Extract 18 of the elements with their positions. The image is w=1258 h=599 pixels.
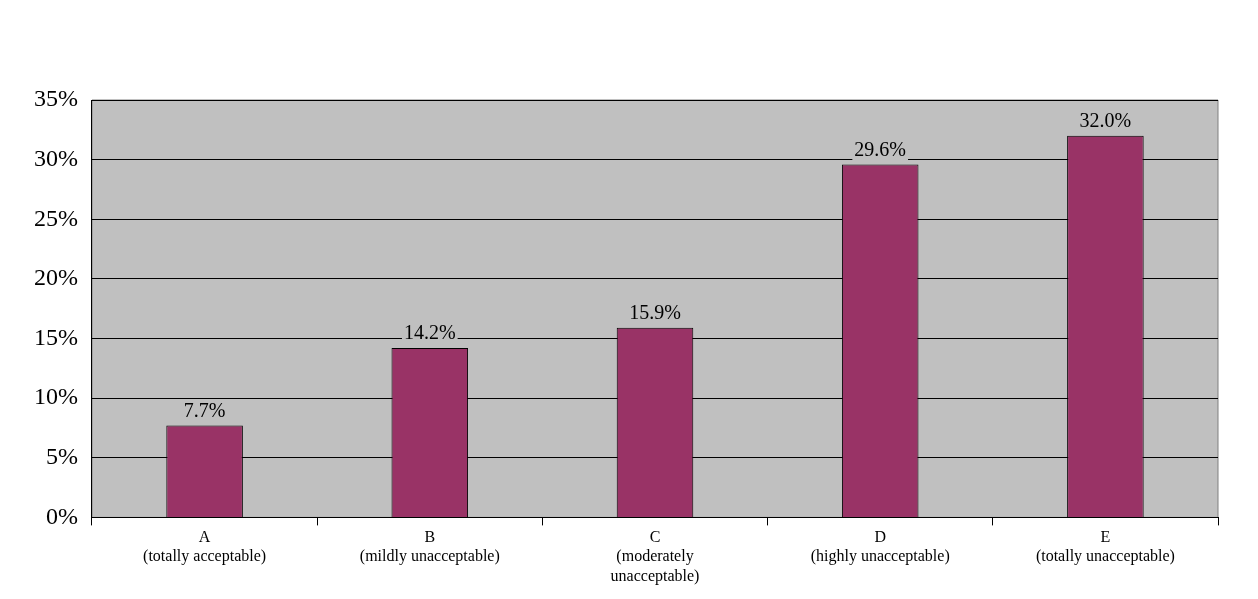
y-tick-label: 30% [33, 144, 78, 171]
x-tick-label: E (totally unacceptable) [1035, 528, 1175, 566]
y-tick-label: 20% [33, 264, 78, 291]
y-tick-label: 35% [33, 85, 78, 112]
data-label: 15.9% [629, 301, 681, 324]
data-label: 7.7% [183, 398, 226, 421]
x-tick-label: A (totally acceptable) [143, 528, 267, 566]
data-label: 14.2% [403, 321, 456, 344]
y-tick-label: 10% [33, 383, 78, 410]
data-label: 29.6% [854, 137, 907, 160]
x-tick-label: D (highly unacceptable) [810, 528, 950, 566]
x-tick-label: B (mildly unacceptable) [359, 528, 500, 566]
x-tick-label: C (moderately unacceptable) [610, 528, 700, 585]
y-tick-label: 5% [45, 443, 78, 470]
y-tick-label: 0% [45, 502, 78, 529]
y-tick-label: 15% [33, 323, 78, 350]
data-label: 32.0% [1079, 109, 1132, 132]
y-tick-label: 25% [33, 204, 78, 231]
